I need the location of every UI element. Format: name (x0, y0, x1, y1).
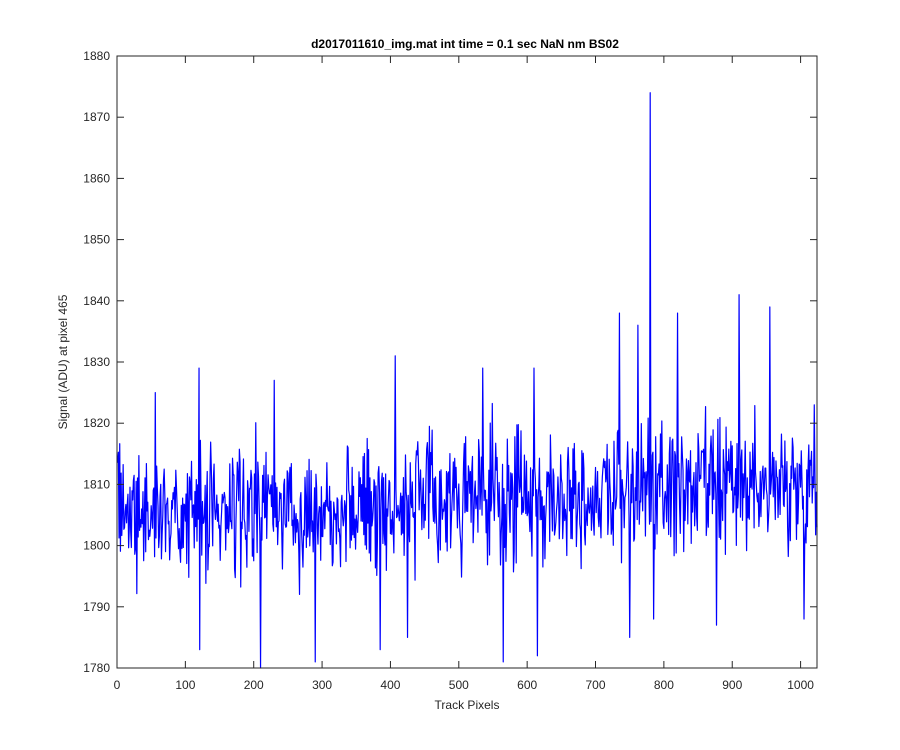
y-tick-label: 1780 (83, 661, 110, 675)
y-tick-label: 1820 (83, 416, 110, 430)
y-tick-label: 1880 (83, 49, 110, 63)
axes-box (116, 55, 818, 669)
y-axis-label: Signal (ADU) at pixel 465 (56, 294, 70, 429)
series-layer (117, 92, 818, 669)
signal-series-line (117, 92, 818, 669)
x-tick-label: 300 (312, 678, 332, 692)
chart-title: d2017011610_img.mat int time = 0.1 sec N… (311, 37, 619, 51)
x-tick-label: 100 (175, 678, 195, 692)
x-tick-label: 500 (449, 678, 469, 692)
x-tick-label: 700 (586, 678, 606, 692)
x-tick-label: 0 (114, 678, 121, 692)
y-tick-label: 1830 (83, 355, 110, 369)
x-tick-label: 200 (244, 678, 264, 692)
x-tick-label: 900 (722, 678, 742, 692)
y-tick-label: 1860 (83, 171, 110, 185)
y-tick-label: 1870 (83, 110, 110, 124)
y-tick-label: 1840 (83, 294, 110, 308)
x-tick-label: 800 (654, 678, 674, 692)
x-tick-label: 400 (380, 678, 400, 692)
x-tick-label: 600 (517, 678, 537, 692)
y-axis: 1780 1790 1800 1810 1820 1830 1840 1850 1860 1870… (83, 49, 817, 675)
y-tick-label: 1800 (83, 539, 110, 553)
y-tick-label: 1810 (83, 477, 110, 491)
x-axis: 0 100 200 300 400 500 600 700 800 900 1000 (114, 56, 814, 692)
y-tick-label: 1850 (83, 233, 110, 247)
x-tick-label: 1000 (787, 678, 814, 692)
x-axis-label: Track Pixels (435, 698, 500, 712)
y-tick-label: 1790 (83, 600, 110, 614)
